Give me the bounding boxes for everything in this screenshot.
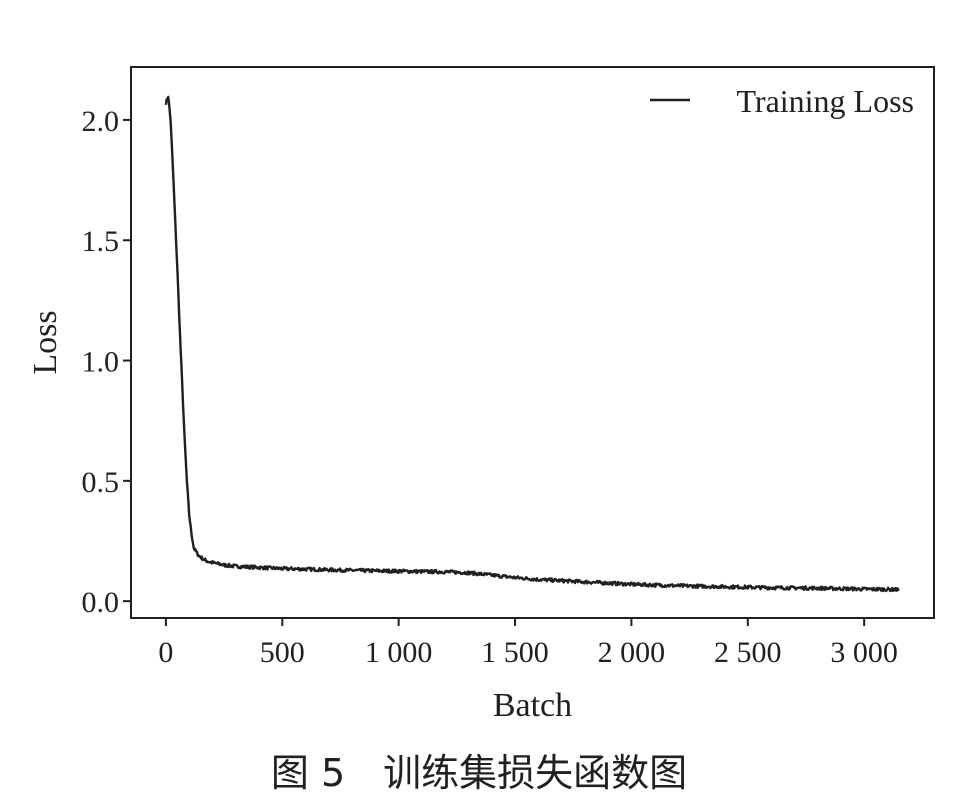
y-tick-label: 2.0 — [82, 105, 120, 138]
y-tick-label: 1.5 — [82, 225, 120, 258]
y-tick-label: 0.0 — [82, 586, 120, 619]
x-tick-label: 2 500 — [714, 636, 782, 669]
x-tick-label: 0 — [158, 636, 173, 669]
x-tick-label: 2 000 — [598, 636, 666, 669]
x-tick-label: 1 500 — [481, 636, 549, 669]
y-tick-label: 0.5 — [82, 466, 120, 499]
loss-chart: 0 500 1 000 1 500 2 000 2 500 3 000 0.0 0.5 1.0 1.… — [27, 66, 935, 724]
series-layer — [164, 95, 900, 593]
x-tick-label: 1 000 — [365, 636, 433, 669]
series-line-training-loss — [164, 95, 900, 593]
figure-caption: 图 5 训练集损失函数图 — [270, 751, 688, 795]
x-axis-title: Batch — [493, 687, 572, 724]
x-tick-label: 3 000 — [830, 636, 898, 669]
plot-frame — [130, 66, 935, 619]
y-tick-label: 1.0 — [82, 346, 120, 379]
x-tick-label: 500 — [260, 636, 305, 669]
y-axis-title: Loss — [27, 310, 64, 374]
legend-label: Training Loss — [736, 83, 914, 119]
